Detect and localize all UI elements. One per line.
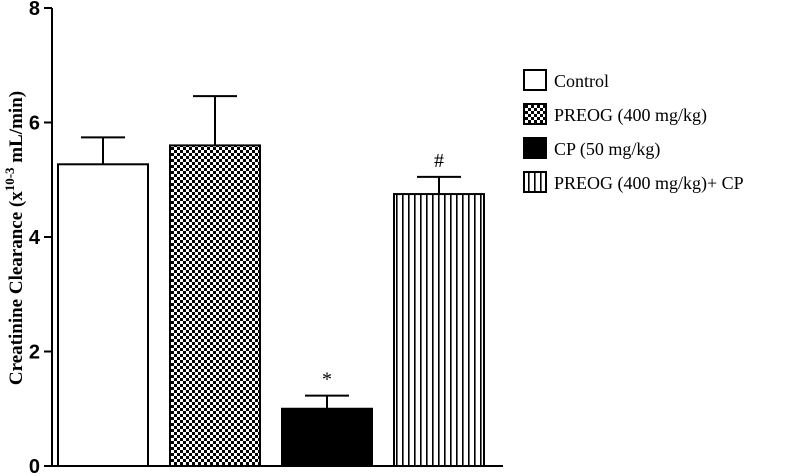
significance-markers: *# — [322, 150, 444, 391]
y-tick-label: 0 — [29, 456, 40, 476]
y-axis-ticks: 0 2 4 6 8 — [29, 0, 52, 476]
legend-label-3: CP (50 mg/kg) — [554, 139, 660, 160]
legend-label-1: Control — [554, 71, 609, 91]
bar-2 — [169, 144, 261, 467]
legend: Control PREOG (400 mg/kg) CP (50 mg/kg) PRE… — [523, 69, 744, 194]
significance-marker-3: * — [322, 369, 332, 391]
bar-1 — [57, 163, 149, 467]
error-bars — [81, 95, 461, 409]
bars — [57, 144, 485, 467]
y-axis-title: Creatinine Clearance (x10-3 mL/min) — [2, 91, 27, 385]
significance-marker-4: # — [434, 150, 444, 172]
y-tick-label: 8 — [29, 0, 40, 20]
bar-3 — [281, 407, 373, 467]
y-tick-label: 4 — [29, 227, 41, 249]
y-tick-label: 6 — [29, 113, 40, 135]
legend-swatch-2 — [523, 103, 547, 125]
legend-label-2: PREOG (400 mg/kg) — [554, 105, 707, 126]
bar-4 — [393, 193, 485, 467]
legend-swatch-3 — [523, 137, 547, 159]
legend-swatch-4 — [523, 171, 547, 193]
legend-swatch-1 — [523, 69, 547, 91]
y-tick-label: 2 — [29, 342, 40, 364]
legend-label-4: PREOG (400 mg/kg)+ CP — [554, 173, 744, 194]
